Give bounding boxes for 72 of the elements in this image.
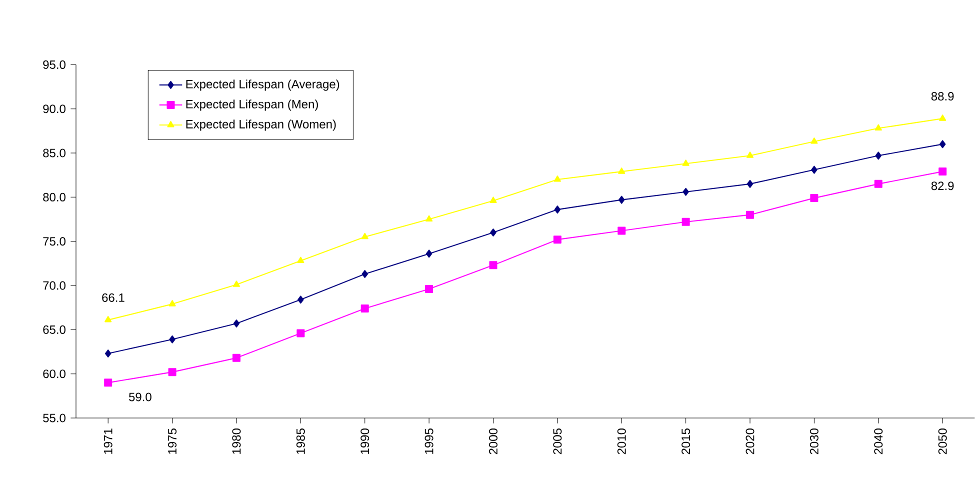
point — [168, 368, 176, 376]
point — [682, 160, 690, 166]
x-tick-label: 2030 — [810, 428, 818, 454]
annotation: 88.9 — [931, 92, 954, 101]
point — [362, 270, 368, 278]
x-tick-label: 1971 — [104, 428, 112, 454]
point — [169, 335, 176, 344]
legend-label: Expected Lifespan (Women) — [186, 120, 336, 131]
x-tick-label: 2015 — [682, 428, 690, 454]
point — [810, 138, 818, 144]
point — [554, 176, 561, 182]
legend-label: Expected Lifespan (Men) — [186, 100, 318, 111]
y-tick-label: 80.0 — [43, 192, 66, 202]
point — [746, 210, 754, 219]
x-tick-label: 1980 — [232, 428, 241, 454]
point — [426, 215, 433, 222]
x-tick-label: 1995 — [424, 428, 434, 454]
point — [426, 250, 432, 258]
x-tick-label: 1990 — [360, 428, 370, 454]
point — [618, 226, 626, 235]
x-tick-label: 2010 — [617, 428, 626, 454]
point — [618, 168, 626, 174]
y-tick-label: 60.0 — [43, 370, 66, 378]
y-tick-label: 55.0 — [43, 414, 66, 422]
annotation: 59.0 — [128, 392, 152, 402]
point — [682, 188, 689, 196]
point — [296, 329, 305, 338]
point — [232, 280, 240, 287]
point — [874, 180, 882, 188]
point — [554, 206, 561, 214]
x-tick-label: 2040 — [874, 428, 883, 454]
x-tick-label: 2020 — [746, 428, 754, 454]
point — [811, 166, 818, 174]
y-tick-label: 90.0 — [43, 104, 66, 114]
point — [490, 228, 496, 237]
point — [489, 261, 498, 270]
annotation: 66.1 — [102, 293, 124, 302]
point — [682, 218, 690, 226]
point — [361, 232, 368, 240]
y-tick-label: 95.0 — [43, 60, 66, 69]
point — [104, 350, 112, 358]
point — [490, 196, 497, 203]
point — [425, 285, 434, 294]
x-tick-label: 2050 — [938, 428, 947, 454]
point — [104, 316, 112, 322]
point — [874, 124, 882, 131]
annotation: 82.9 — [931, 182, 954, 190]
point — [746, 180, 754, 188]
x-tick-label: 1985 — [296, 428, 305, 454]
point — [746, 152, 754, 158]
point — [553, 236, 562, 244]
y-tick-label: 65.0 — [43, 325, 66, 334]
point — [618, 196, 625, 204]
point — [297, 256, 304, 264]
x-tick-label: 2000 — [488, 428, 498, 454]
x-tick-label: 1975 — [168, 428, 177, 454]
point — [939, 114, 946, 121]
point — [810, 194, 818, 202]
y-tick-label: 70.0 — [43, 281, 66, 290]
x-tick-label: 2005 — [553, 428, 562, 454]
point — [233, 319, 240, 328]
y-tick-label: 75.0 — [43, 237, 66, 246]
point — [104, 378, 112, 387]
y-tick-label: 85.0 — [43, 148, 66, 158]
point — [298, 296, 304, 304]
legend-label: Expected Lifespan (Average) — [186, 80, 340, 91]
point — [938, 168, 947, 176]
point — [939, 140, 946, 148]
point — [232, 354, 240, 362]
point — [360, 304, 369, 312]
point — [875, 152, 882, 160]
point — [168, 300, 176, 306]
